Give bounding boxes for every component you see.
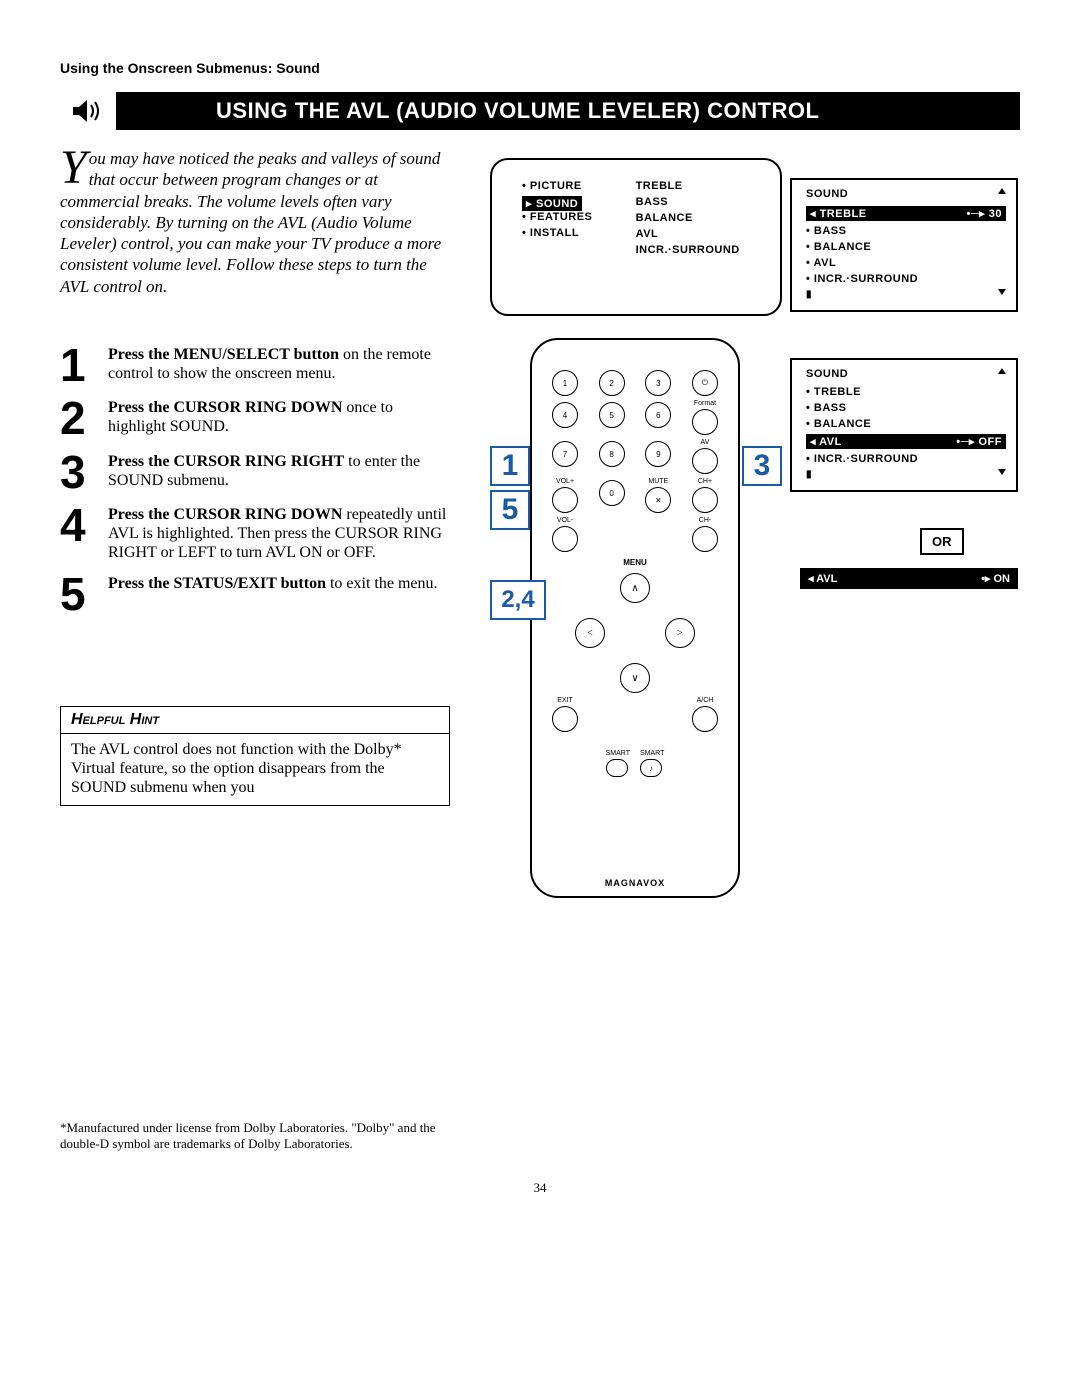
remote-control-illustration: 1 2 3 ⏻ 4 5 6 Format 7 8 9 — [530, 338, 740, 898]
osd-main-left-col: PICTURESOUNDFEATURESINSTALL — [522, 180, 632, 243]
step-number: 2 — [60, 398, 96, 439]
step-text: Press the CURSOR RING DOWN once to highl… — [108, 398, 450, 439]
step-4: 4Press the CURSOR RING DOWN repeatedly u… — [60, 505, 450, 563]
step-text: Press the MENU/SELECT button on the remo… — [108, 345, 450, 386]
page-number: 34 — [0, 1180, 1080, 1196]
remote-btn-format — [692, 409, 718, 435]
osd-avl-on-row: ◂ AVL •▸ ON — [800, 568, 1018, 589]
step-3: 3 Press the CURSOR RING RIGHT to enter th… — [60, 452, 450, 493]
remote-btn-8: 8 — [599, 441, 625, 467]
remote-btn-chup — [692, 487, 718, 513]
callout-3: 3 — [742, 446, 782, 486]
intro-text: You may have noticed the peaks and valle… — [60, 148, 450, 297]
remote-dpad: ∧ ∨ < > — [575, 573, 695, 693]
remote-btn-chdn — [692, 526, 718, 552]
remote-btn-5: 5 — [599, 402, 625, 428]
remote-cursor-left: < — [575, 618, 605, 648]
page-title: USING THE AVL (AUDIO VOLUME LEVELER) CON… — [216, 92, 829, 130]
title-bar: USING THE AVL (AUDIO VOLUME LEVELER) CON… — [60, 92, 1020, 130]
dropcap: Y — [60, 148, 89, 189]
remote-btn-ach — [692, 706, 718, 732]
diagram-panel: PICTURESOUNDFEATURESINSTALL TREBLEBASSBA… — [490, 148, 1020, 908]
helpful-hint-box: Helpful Hint The AVL control does not fu… — [60, 706, 450, 807]
remote-btn-1: 1 — [552, 370, 578, 396]
callout-5: 5 — [490, 490, 530, 530]
remote-btn-3: 3 — [645, 370, 671, 396]
remote-btn-av — [692, 448, 718, 474]
helpful-hint-body: The AVL control does not function with t… — [61, 734, 449, 806]
remote-btn-exit — [552, 706, 578, 732]
helpful-hint-heading: Helpful Hint — [61, 707, 449, 734]
step-number: 4 — [60, 505, 96, 563]
remote-btn-smart2: ♪ — [640, 759, 662, 777]
step-5: 5 Press the STATUS/EXIT button to exit th… — [60, 574, 450, 615]
steps-list: 1 Press the MENU/SELECT button on the rem… — [60, 345, 450, 616]
osd-main-right-col: TREBLEBASSBALANCEAVLINCR.·SURROUND — [636, 180, 756, 260]
remote-cursor-right: > — [665, 618, 695, 648]
or-label: OR — [920, 528, 964, 555]
osd-main-menu: PICTURESOUNDFEATURESINSTALL TREBLEBASSBA… — [490, 158, 782, 316]
osd-panel1-body: TREBLE•─▸ 30BASSBALANCEAVLINCR.·SURROUND — [806, 206, 1006, 285]
remote-btn-6: 6 — [645, 402, 671, 428]
osd-sound-panel-treble: SOUND TREBLE•─▸ 30BASSBALANCEAVLINCR.·SU… — [790, 178, 1018, 312]
footnote: *Manufactured under license from Dolby L… — [60, 1120, 440, 1151]
remote-btn-2: 2 — [599, 370, 625, 396]
avl-on-value: •▸ ON — [981, 572, 1010, 585]
remote-btn-voldn — [552, 526, 578, 552]
step-text: Press the CURSOR RING DOWN repeatedly un… — [108, 505, 450, 563]
remote-btn-0: 0 — [599, 480, 625, 506]
remote-btn-4: 4 — [552, 402, 578, 428]
step-1: 1 Press the MENU/SELECT button on the rem… — [60, 345, 450, 386]
step-number: 5 — [60, 574, 96, 615]
remote-btn-mute: ✕ — [645, 487, 671, 513]
remote-brand: MAGNAVOX — [532, 878, 738, 888]
breadcrumb: Using the Onscreen Submenus: Sound — [60, 60, 1020, 76]
remote-cursor-up: ∧ — [620, 573, 650, 603]
callout-1: 1 — [490, 446, 530, 486]
remote-btn-7: 7 — [552, 441, 578, 467]
osd-panel2-body: TREBLEBASSBALANCEAVL•─▸ OFFINCR.·SURROUN… — [806, 386, 1006, 465]
remote-btn-smart1 — [606, 759, 628, 777]
remote-btn-9: 9 — [645, 441, 671, 467]
remote-btn-volup — [552, 487, 578, 513]
step-text: Press the CURSOR RING RIGHT to enter the… — [108, 452, 450, 493]
callout-2-4: 2,4 — [490, 580, 546, 620]
osd-sound-panel-avl: SOUND TREBLEBASSBALANCEAVL•─▸ OFFINCR.·S… — [790, 358, 1018, 492]
remote-cursor-down: ∨ — [620, 663, 650, 693]
step-2: 2 Press the CURSOR RING DOWN once to high… — [60, 398, 450, 439]
avl-on-label: ◂ AVL — [808, 572, 837, 585]
remote-btn-power: ⏻ — [692, 370, 718, 396]
speaker-icon — [60, 92, 116, 130]
step-number: 1 — [60, 345, 96, 386]
step-text: Press the STATUS/EXIT button to exit the… — [108, 574, 438, 615]
step-number: 3 — [60, 452, 96, 493]
